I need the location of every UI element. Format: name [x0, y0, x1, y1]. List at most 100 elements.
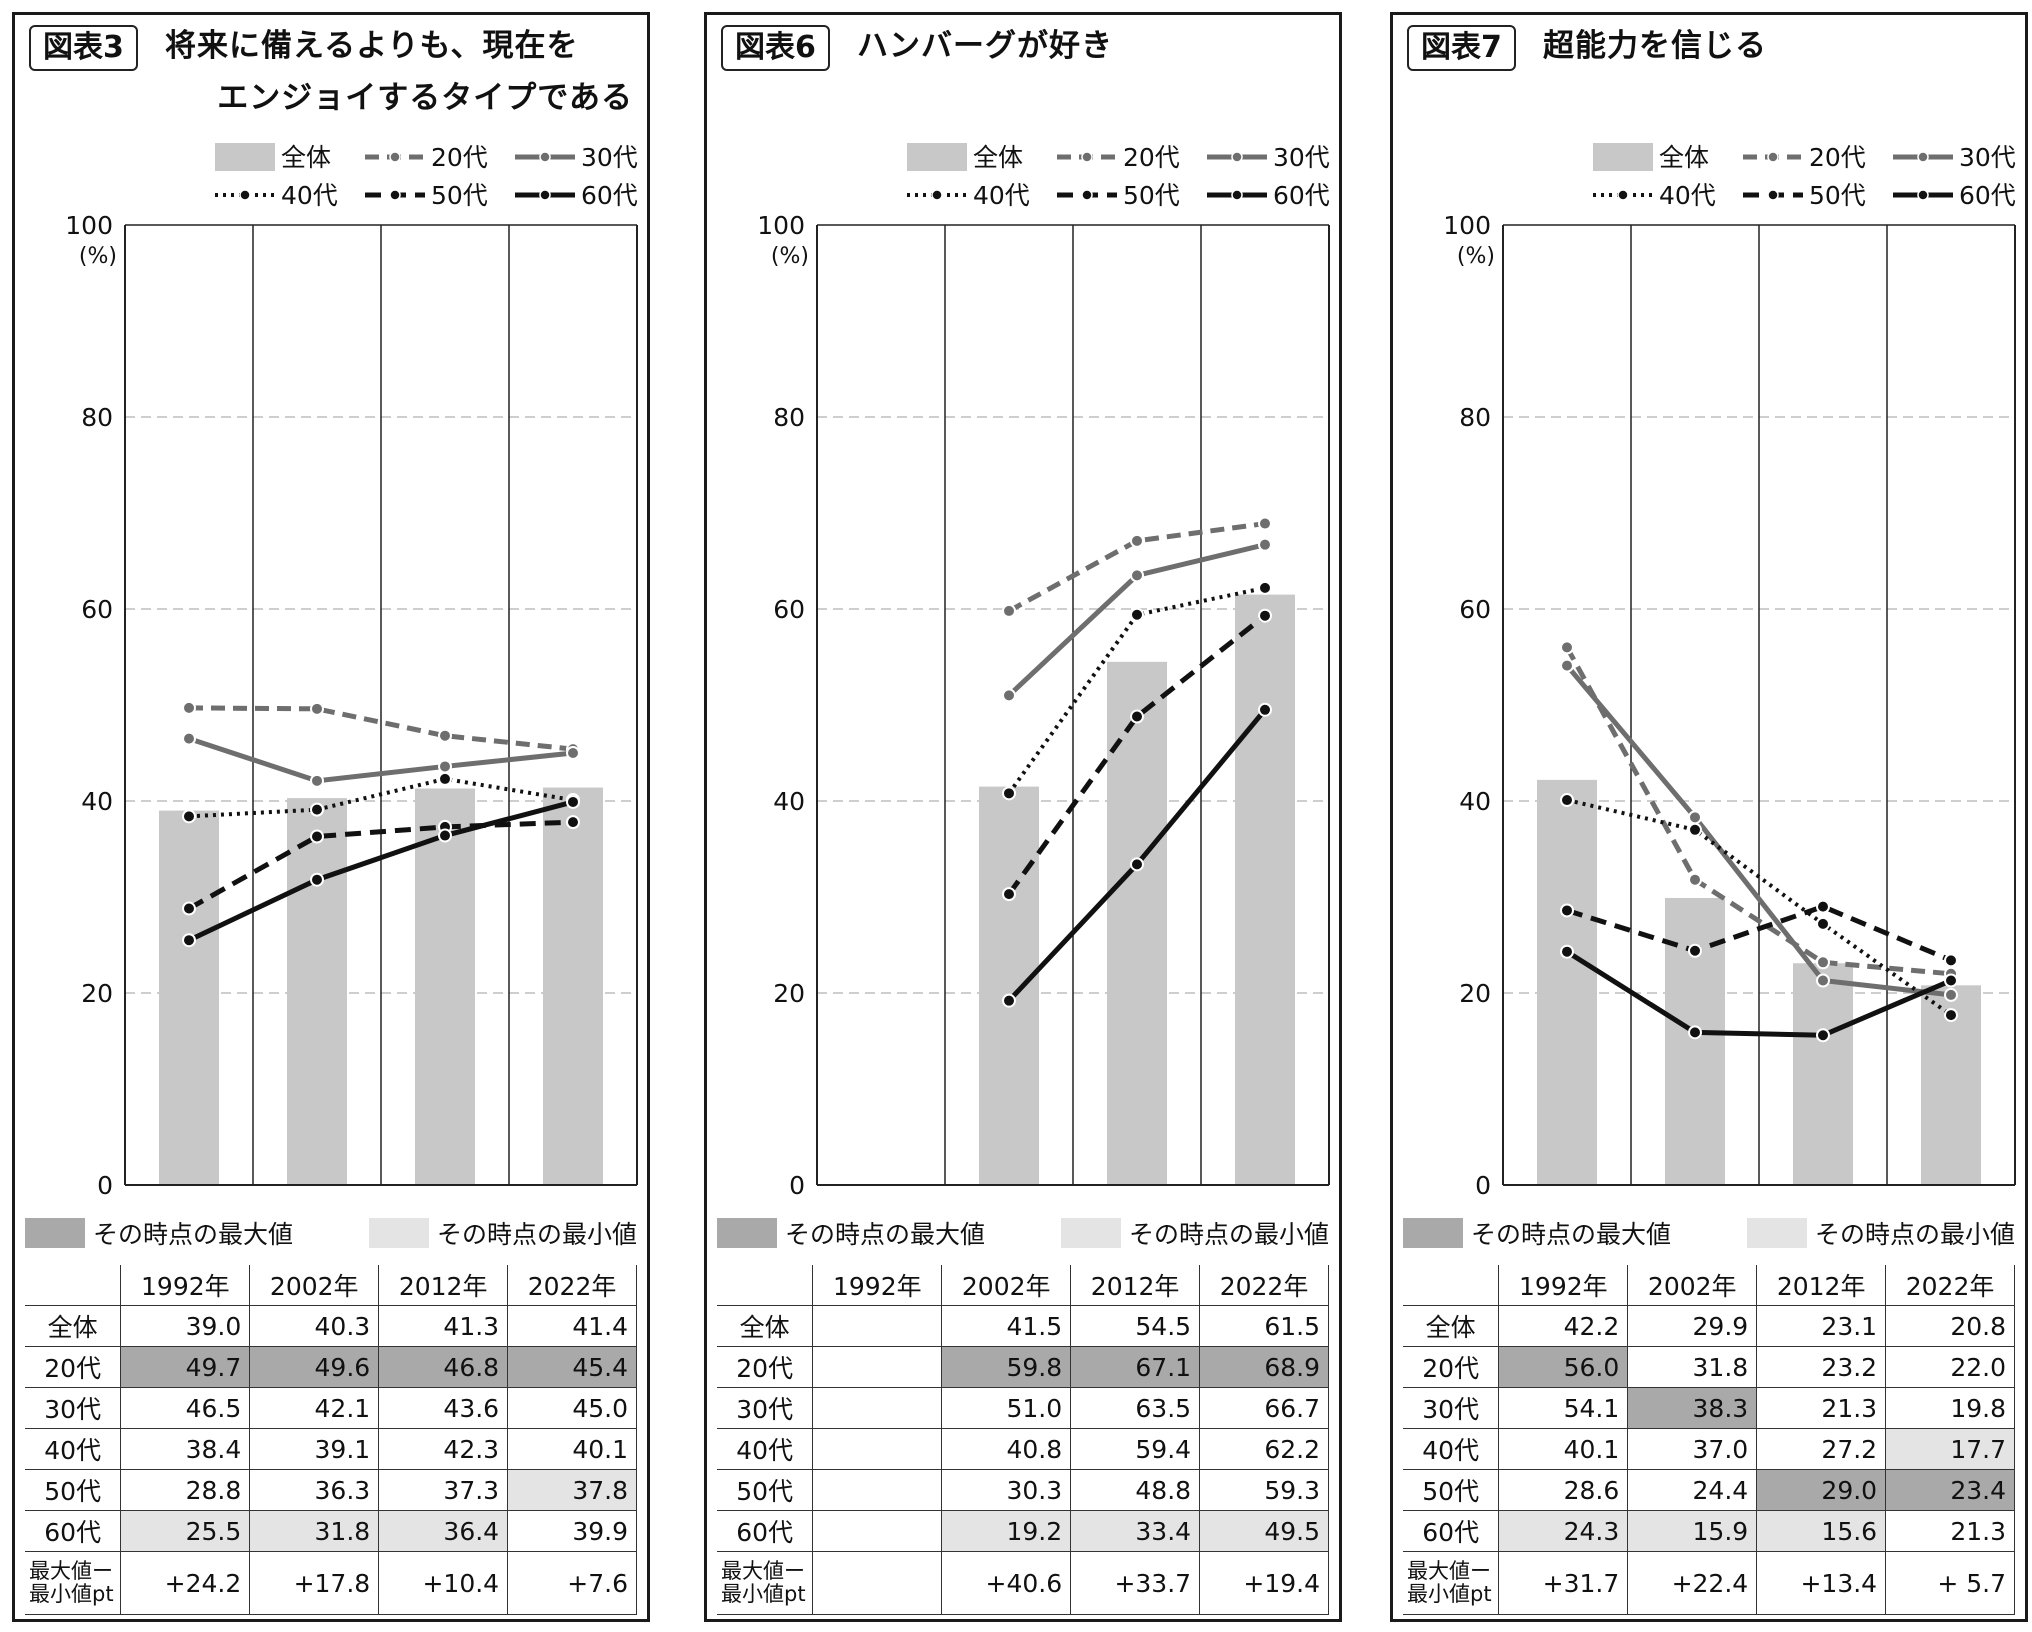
max-swatch [1403, 1218, 1463, 1248]
data-point-30代 [1130, 568, 1144, 583]
table-row: 50代 30.3 48.8 59.3 [717, 1469, 1329, 1511]
table-cell: 49.7 [120, 1346, 251, 1388]
table-cell: 42.3 [378, 1428, 509, 1470]
table-row-label: 20代 [25, 1346, 122, 1388]
data-point-50代 [1130, 709, 1144, 724]
table-corner [1403, 1265, 1500, 1306]
series-line-30代 [1565, 664, 1952, 998]
table-cell: 19.2 [941, 1510, 1072, 1552]
series-line-40代 [1007, 585, 1266, 795]
y-tick-label: 100 [65, 211, 113, 240]
table-cell: 30.3 [941, 1469, 1072, 1511]
table-row-diff: 最大値ー 最小値pt +31.7 +22.4 +13.4 + 5.7 [1403, 1551, 2015, 1615]
data-point-20代 [182, 700, 196, 715]
table-row-label: 全体 [25, 1305, 122, 1347]
table-cell: 39.1 [249, 1428, 380, 1470]
table-cell: 23.4 [1885, 1469, 2015, 1511]
table-cell: 20.8 [1885, 1305, 2015, 1347]
table-row: 30代 46.5 42.1 43.6 45.0 [25, 1387, 637, 1429]
y-tick-label: 40 [773, 787, 805, 816]
table-row-label: 20代 [717, 1346, 814, 1388]
table-cell [812, 1510, 943, 1552]
svg-text:60代: 60代 [581, 181, 638, 210]
bar-2002年 [979, 786, 1039, 1185]
table-row: 60代 25.5 31.8 36.4 39.9 [25, 1510, 637, 1552]
y-tick-label: 40 [81, 787, 113, 816]
svg-text:30代: 30代 [581, 143, 638, 172]
table-row-label: 40代 [717, 1428, 814, 1470]
data-point-50代 [1560, 903, 1574, 918]
table-cell [812, 1305, 943, 1347]
y-unit-label: (%) [79, 244, 117, 269]
table-row-diff: 最大値ー 最小値pt +24.2 +17.8 +10.4 +7.6 [25, 1551, 637, 1615]
legend-item-20代: 20代 [1743, 143, 1866, 172]
table-cell: 25.5 [120, 1510, 251, 1552]
table-row-label: 60代 [1403, 1510, 1500, 1552]
diff-cell: +19.4 [1199, 1551, 1329, 1615]
data-point-30代 [1002, 688, 1016, 703]
table-cell: 39.0 [120, 1305, 251, 1347]
data-table: 1992年 2002年 2012年 2022年 全体 41.5 54.5 61.5 20代 59.… [717, 1265, 1329, 1615]
table-row-label: 60代 [25, 1510, 122, 1552]
table-header-year: 2012年 [1070, 1265, 1201, 1306]
data-point-40代 [1944, 1008, 1958, 1023]
min-legend: その時点の最小値 [1746, 1215, 2015, 1251]
table-row-label: 20代 [1403, 1346, 1500, 1388]
table-cell: 15.9 [1627, 1510, 1758, 1552]
legend-item-50代: 50代 [365, 181, 488, 210]
svg-text:60代: 60代 [1273, 181, 1330, 210]
table-row: 全体 41.5 54.5 61.5 [717, 1305, 1329, 1347]
table-cell: 67.1 [1070, 1346, 1201, 1388]
max-legend: その時点の最大値 [25, 1215, 293, 1251]
svg-text:20代: 20代 [431, 143, 488, 172]
chart-svg: 全体 20代 30代 40代 50代 60代 0 20 40 60 80 100 (%) [757, 143, 1330, 1200]
data-point-40代 [1816, 916, 1830, 931]
data-point-30代 [438, 759, 452, 774]
legend-item-20代: 20代 [1057, 143, 1180, 172]
series-line-50代 [187, 819, 574, 911]
data-point-60代 [310, 872, 324, 887]
series-line-60代 [1565, 949, 1952, 1038]
legend-item-40代: 40代 [907, 181, 1030, 210]
table-cell: 54.5 [1070, 1305, 1201, 1347]
table-cell: 54.1 [1498, 1387, 1629, 1429]
table-cell: 33.4 [1070, 1510, 1201, 1552]
table-cell [812, 1469, 943, 1511]
chart-svg: 全体 20代 30代 40代 50代 60代 0 20 40 60 80 100 (%) [65, 143, 638, 1200]
table-cell: 36.4 [378, 1510, 509, 1552]
series-line-20代 [1564, 646, 1952, 977]
svg-text:20代: 20代 [1123, 143, 1180, 172]
y-tick-label: 40 [1459, 787, 1491, 816]
min-swatch [1746, 1218, 1807, 1248]
table-cell: 19.8 [1885, 1387, 2015, 1429]
data-point-20代 [1816, 955, 1830, 970]
data-point-50代 [566, 815, 580, 830]
data-point-30代 [1944, 987, 1958, 1002]
data-point-60代 [1258, 702, 1272, 717]
table-cell: 42.1 [249, 1387, 380, 1429]
data-point-50代 [1816, 899, 1830, 914]
table-header-year: 2012年 [1756, 1265, 1887, 1306]
bar-1992年 [1537, 779, 1597, 1185]
diff-cell: +33.7 [1070, 1551, 1201, 1615]
min-legend-text: その時点の最小値 [1814, 1220, 2015, 1249]
table-cell [812, 1428, 943, 1470]
data-point-30代 [310, 773, 324, 788]
series-line-60代 [187, 799, 574, 943]
table-cell: 23.2 [1756, 1346, 1887, 1388]
table-cell: 17.7 [1885, 1428, 2015, 1470]
table-cell: 37.0 [1627, 1428, 1758, 1470]
legend-item-全体: 全体 [215, 143, 331, 172]
diff-cell [812, 1551, 943, 1615]
y-unit-label: (%) [1457, 244, 1495, 269]
table-row-diff: 最大値ー 最小値pt +40.6 +33.7 +19.4 [717, 1551, 1329, 1615]
table-row: 50代 28.8 36.3 37.3 37.8 [25, 1469, 637, 1511]
table-cell: 66.7 [1199, 1387, 1329, 1429]
data-point-20代 [1258, 516, 1272, 531]
y-tick-label: 100 [757, 211, 805, 240]
data-point-50代 [1944, 953, 1958, 968]
series-line-40代 [188, 776, 574, 819]
data-point-60代 [566, 794, 580, 809]
y-tick-label: 80 [773, 403, 805, 432]
table-corner [717, 1265, 814, 1306]
